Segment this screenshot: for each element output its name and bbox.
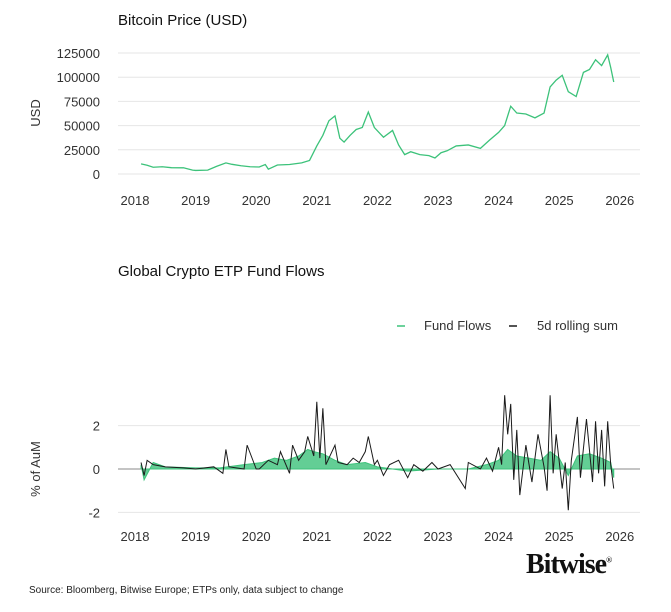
price-y-tick: 50000 (64, 119, 100, 134)
flows-x-tick: 2020 (242, 529, 271, 544)
price-x-tick: 2024 (484, 193, 513, 208)
price-y-tick: 0 (93, 167, 100, 182)
flows-y-tick: 0 (93, 462, 100, 477)
flows-chart-title: Global Crypto ETP Fund Flows (118, 263, 324, 280)
price-x-tick: 2019 (181, 193, 210, 208)
flows-x-tick: 2023 (424, 529, 453, 544)
price-chart: 0 25000 50000 75000 100000 125000 2018 2019 2020… (57, 46, 640, 208)
price-x-tick: 2021 (302, 193, 331, 208)
price-x-tick: 2026 (605, 193, 634, 208)
legend: Fund Flows 5d rolling sum (397, 318, 618, 333)
legend-rolling-sum: 5d rolling sum (537, 318, 618, 333)
flows-x-tick: 2018 (121, 529, 150, 544)
price-y-tick: 125000 (57, 46, 100, 61)
price-x-tick: 2025 (545, 193, 574, 208)
price-x-tick: 2018 (121, 193, 150, 208)
flows-x-tick: 2019 (181, 529, 210, 544)
price-x-tick: 2020 (242, 193, 271, 208)
flows-chart: -2 0 2 2018 2019 2020 2021 2022 2023 2024 2025 2026 (88, 395, 640, 544)
price-y-tick: 25000 (64, 143, 100, 158)
price-y-tick: 100000 (57, 70, 100, 85)
flows-x-tick: 2025 (545, 529, 574, 544)
price-line (140, 53, 615, 172)
flows-x-tick: 2021 (302, 529, 331, 544)
price-x-tick: 2023 (424, 193, 453, 208)
flows-y-label: % of AuM (28, 441, 43, 497)
fund-flows-area (140, 448, 615, 482)
flows-y-tick: 2 (93, 419, 100, 434)
flows-y-tick: -2 (88, 505, 100, 520)
legend-fund-flows: Fund Flows (424, 318, 492, 333)
flows-x-tick: 2026 (605, 529, 634, 544)
bitwise-logo: Bitwise® (526, 549, 612, 580)
rolling-sum-line (140, 395, 615, 511)
price-chart-title: Bitcoin Price (USD) (118, 12, 247, 29)
flows-x-tick: 2022 (363, 529, 392, 544)
price-y-label: USD (28, 99, 43, 126)
flows-x-tick: 2024 (484, 529, 513, 544)
price-y-tick: 75000 (64, 94, 100, 109)
source-note: Source: Bloomberg, Bitwise Europe; ETPs … (29, 585, 344, 596)
price-x-tick: 2022 (363, 193, 392, 208)
